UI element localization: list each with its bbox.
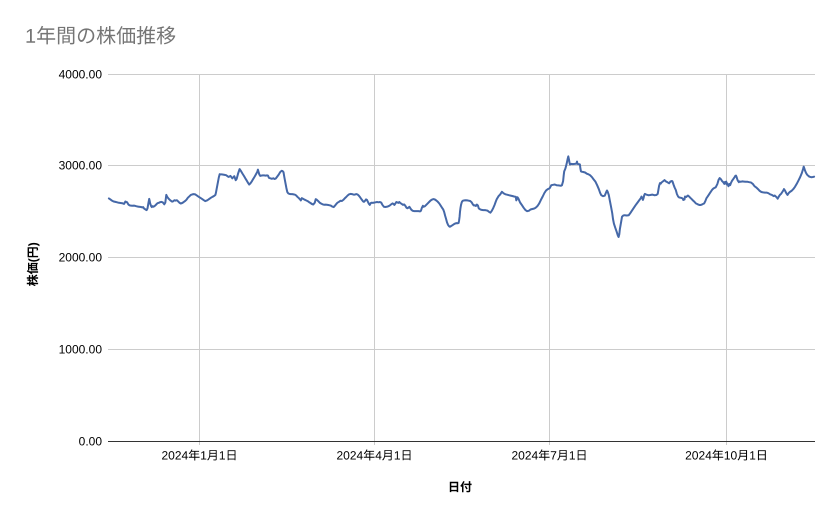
svg-text:4000.00: 4000.00: [59, 68, 103, 82]
svg-text:1000.00: 1000.00: [59, 343, 103, 357]
svg-text:0.00: 0.00: [79, 435, 103, 449]
svg-text:2000.00: 2000.00: [59, 251, 103, 265]
svg-text:3000.00: 3000.00: [59, 159, 103, 173]
